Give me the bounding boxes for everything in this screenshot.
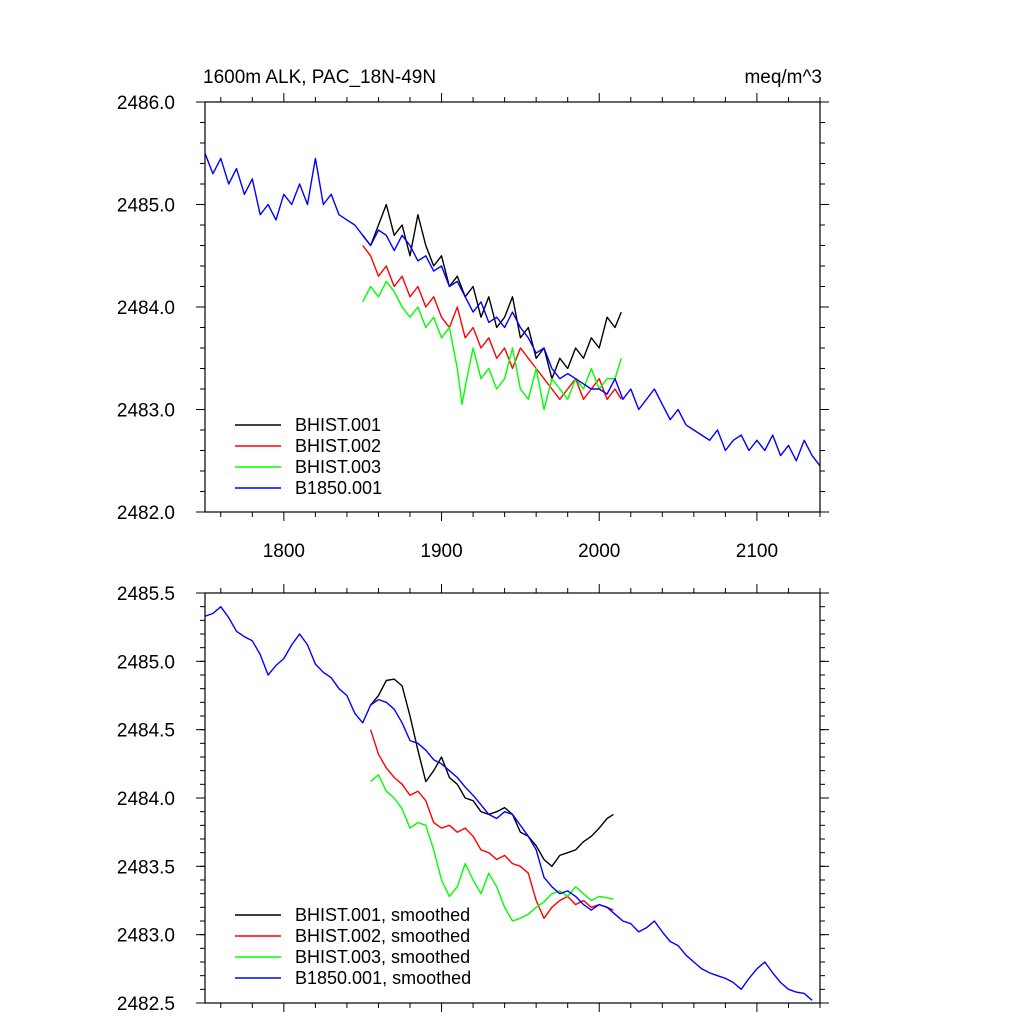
x-tick-label: 2100: [736, 541, 778, 562]
series-line-bhist-003: [362, 280, 622, 411]
series-line-bhist-002: [362, 245, 622, 400]
axis-ticks: 1800 1900 2000 2100 2482.0 2483.0 2484.0 2485.0…: [117, 93, 829, 562]
series-line-bhist-001-smoothed: [370, 678, 614, 867]
y-tick-label: 2482.5: [117, 994, 175, 1015]
y-tick-label: 2484.0: [117, 789, 175, 810]
y-tick-label: 2485.5: [117, 584, 175, 605]
axis-ticks: 2482.5 2483.0 2483.5 2484.0 2484.5 2485.0 2485…: [117, 584, 829, 1015]
bottom-panel: 2482.5 2483.0 2483.5 2484.0 2484.5 2485.0 2485…: [117, 584, 829, 1015]
series-line-bhist-002-smoothed: [369, 729, 614, 919]
legend-label: BHIST.001, smoothed: [295, 905, 470, 925]
y-tick-label: 2483.5: [117, 857, 175, 878]
series-group: [205, 153, 820, 467]
legend-label: B1850.001: [295, 478, 382, 498]
y-tick-label: 2485.0: [117, 652, 175, 673]
series-line-b1850-001: [205, 153, 820, 467]
legend-label: B1850.001, smoothed: [295, 968, 471, 988]
plot-frame: [204, 592, 821, 1004]
units-label: meq/m^3: [744, 67, 822, 88]
top-panel: 1600m ALK, PAC_18N-49N meq/m^3 1800 1900 2…: [117, 67, 829, 562]
x-tick-label: 2000: [578, 541, 620, 562]
plot-frame: [204, 101, 821, 513]
y-tick-label: 2484.0: [117, 298, 175, 319]
legend-label: BHIST.002, smoothed: [295, 926, 470, 946]
y-tick-label: 2483.0: [117, 401, 175, 422]
legend-label: BHIST.003: [295, 457, 381, 477]
series-line-b1850-001-smoothed: [205, 606, 813, 1001]
x-tick-label: 1900: [420, 541, 462, 562]
y-tick-label: 2482.0: [117, 503, 175, 524]
series-line-bhist-003-smoothed: [370, 774, 614, 922]
x-tick-label: 1800: [263, 541, 305, 562]
series-group: [205, 606, 813, 1001]
y-tick-label: 2486.0: [117, 93, 175, 114]
series-line-bhist-001: [362, 203, 622, 380]
y-tick-label: 2485.0: [117, 196, 175, 217]
y-tick-label: 2483.0: [117, 926, 175, 947]
legend-label: BHIST.002: [295, 436, 381, 456]
legend-label: BHIST.001: [295, 415, 381, 435]
legend-label: BHIST.003, smoothed: [295, 947, 470, 967]
chart-title: 1600m ALK, PAC_18N-49N: [203, 67, 436, 88]
y-tick-label: 2484.5: [117, 721, 175, 742]
